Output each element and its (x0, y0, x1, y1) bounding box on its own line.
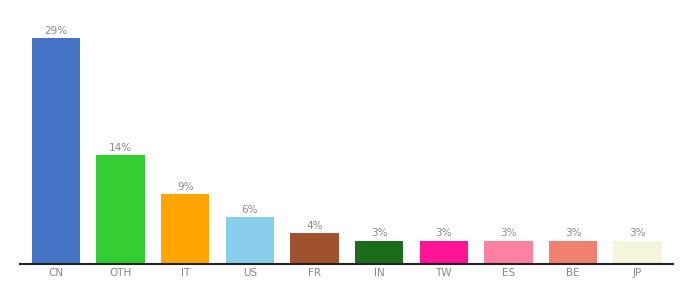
Bar (161, 194, 209, 264)
Bar (32, 38, 80, 264)
Bar (355, 241, 403, 264)
Bar (613, 241, 662, 264)
Text: 3%: 3% (500, 228, 517, 238)
Bar (420, 241, 468, 264)
Bar (290, 233, 339, 264)
Text: 29%: 29% (44, 26, 67, 36)
Bar (549, 241, 597, 264)
Text: 6%: 6% (241, 205, 258, 215)
Text: 14%: 14% (109, 143, 132, 153)
Text: 9%: 9% (177, 182, 194, 192)
Bar (97, 155, 145, 264)
Text: 4%: 4% (306, 220, 323, 230)
Text: 3%: 3% (630, 228, 646, 238)
Bar (484, 241, 532, 264)
Bar (226, 217, 274, 264)
Text: 3%: 3% (371, 228, 388, 238)
Text: 3%: 3% (565, 228, 581, 238)
Text: 3%: 3% (435, 228, 452, 238)
